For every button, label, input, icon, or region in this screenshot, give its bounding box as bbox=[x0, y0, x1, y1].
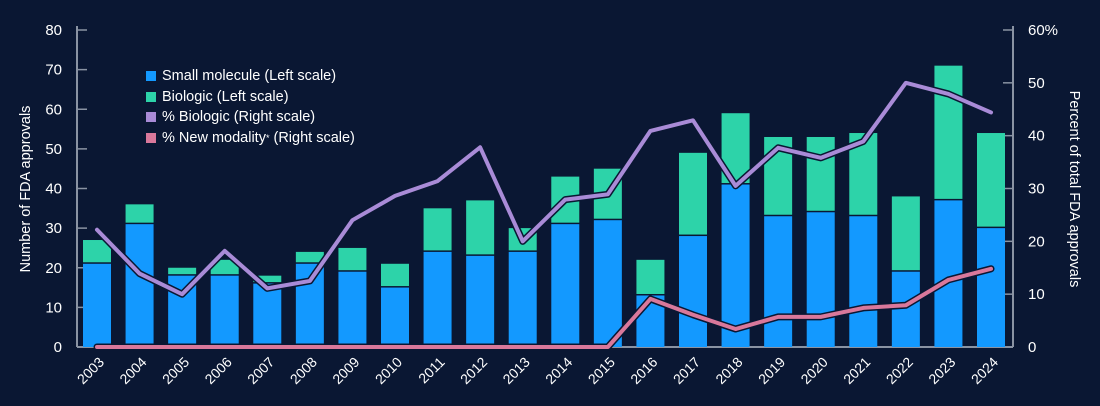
x-tick-label: 2018 bbox=[712, 354, 745, 387]
bar-small-molecule bbox=[210, 275, 239, 347]
bar-biologic bbox=[381, 263, 409, 287]
right-axis-title: Percent of total FDA approvals bbox=[1066, 91, 1082, 288]
x-tick-label: 2006 bbox=[201, 354, 234, 387]
bar-biologic bbox=[210, 259, 239, 275]
bar-small-molecule bbox=[423, 251, 452, 347]
bar-biologic bbox=[295, 251, 324, 263]
left-tick-label: 60 bbox=[45, 101, 62, 118]
right-tick-label: 60% bbox=[1028, 22, 1058, 39]
legend-label-sup: * bbox=[265, 132, 270, 143]
x-tick-label: 2017 bbox=[670, 354, 703, 387]
left-tick-label: 50 bbox=[45, 141, 62, 158]
left-tick-label: 30 bbox=[45, 220, 62, 237]
left-tick-label: 80 bbox=[45, 22, 62, 39]
legend-label: Biologic (Left scale) bbox=[162, 88, 289, 105]
bar-biologic bbox=[636, 259, 665, 294]
right-tick-label: 0 bbox=[1028, 339, 1036, 356]
legend-label: % Biologic (Right scale) bbox=[162, 109, 316, 125]
legend: Small molecule (Left scale) Biologic (Le… bbox=[146, 66, 355, 148]
legend-label: % New modality bbox=[162, 129, 266, 146]
bar-small-molecule bbox=[891, 271, 920, 347]
line-pct-new-modality bbox=[95, 266, 993, 349]
legend-item-pct-biologic: % Biologic (Right scale) bbox=[146, 107, 355, 128]
bar-small-molecule bbox=[253, 283, 282, 347]
x-tick-label: 2007 bbox=[244, 354, 277, 387]
left-axis-title: Number of FDA approvals bbox=[18, 106, 34, 273]
x-tick-label: 2019 bbox=[755, 354, 788, 387]
x-tick-label: 2015 bbox=[585, 354, 618, 387]
bar-biologic bbox=[253, 275, 282, 283]
bar-small-molecule bbox=[125, 224, 154, 347]
x-tick-label: 2023 bbox=[925, 354, 958, 387]
x-tick-label: 2021 bbox=[840, 354, 873, 387]
bar-biologic bbox=[679, 152, 707, 235]
bar-biologic bbox=[168, 267, 197, 275]
legend-item-small-molecule: Small molecule (Left scale) bbox=[146, 66, 355, 87]
legend-label-suffix: (Right scale) bbox=[269, 129, 355, 146]
left-tick-label: 40 bbox=[45, 181, 62, 198]
left-tick-label: 0 bbox=[54, 339, 62, 356]
x-tick-label: 2011 bbox=[415, 354, 448, 387]
bar-small-molecule bbox=[338, 271, 367, 347]
x-tick-label: 2005 bbox=[159, 354, 192, 387]
right-tick-label: 40 bbox=[1028, 128, 1045, 145]
bar-small-molecule bbox=[977, 228, 1005, 347]
bar-small-molecule bbox=[849, 216, 878, 347]
x-tick-label: 2010 bbox=[372, 354, 405, 387]
x-tick-label: 2012 bbox=[457, 354, 490, 387]
bar-small-molecule bbox=[83, 263, 111, 347]
bar-biologic bbox=[977, 133, 1005, 227]
right-tick-label: 50 bbox=[1028, 75, 1045, 92]
bar-biologic bbox=[934, 65, 963, 199]
left-tick-label: 20 bbox=[45, 260, 62, 277]
x-tick-label: 2013 bbox=[499, 354, 532, 387]
x-tick-label: 2003 bbox=[74, 354, 107, 387]
bar-small-molecule bbox=[934, 200, 963, 347]
legend-swatch bbox=[146, 112, 156, 123]
legend-swatch bbox=[146, 91, 156, 102]
bar-biologic bbox=[466, 200, 495, 255]
bar-small-molecule bbox=[551, 224, 580, 347]
x-tick-label: 2020 bbox=[797, 354, 830, 387]
bar-small-molecule bbox=[679, 236, 707, 347]
legend-item-pct-new-modality: % New modality * (Right scale) bbox=[146, 128, 355, 149]
x-tick-label: 2004 bbox=[116, 354, 149, 387]
left-tick-label: 10 bbox=[45, 299, 62, 316]
left-tick-label: 70 bbox=[45, 62, 62, 79]
bar-biologic bbox=[891, 196, 920, 271]
legend-swatch bbox=[146, 132, 156, 143]
right-tick-label: 30 bbox=[1028, 181, 1045, 198]
bar-biologic bbox=[125, 204, 154, 223]
x-tick-label: 2024 bbox=[968, 354, 1001, 387]
right-tick-label: 20 bbox=[1028, 233, 1045, 250]
bar-biologic bbox=[83, 240, 111, 263]
x-tick-label: 2016 bbox=[627, 354, 660, 387]
x-tick-label: 2014 bbox=[542, 354, 575, 387]
bar-biologic bbox=[338, 247, 367, 271]
bar-small-molecule bbox=[806, 212, 835, 347]
bar-small-molecule bbox=[593, 220, 622, 347]
bar-biologic bbox=[423, 208, 452, 251]
legend-item-biologic: Biologic (Left scale) bbox=[146, 87, 355, 108]
x-tick-label: 2008 bbox=[287, 354, 320, 387]
bar-small-molecule bbox=[721, 184, 750, 347]
x-tick-label: 2009 bbox=[329, 354, 362, 387]
bar-biologic bbox=[806, 136, 835, 211]
x-tick-label: 2022 bbox=[883, 354, 916, 387]
bar-small-molecule bbox=[764, 216, 793, 347]
legend-swatch bbox=[146, 71, 156, 82]
line-pct-biologic bbox=[95, 80, 993, 297]
bar-small-molecule bbox=[381, 287, 409, 347]
bar-small-molecule bbox=[508, 251, 537, 347]
legend-label: Small molecule (Left scale) bbox=[162, 68, 337, 84]
right-tick-label: 10 bbox=[1028, 286, 1045, 303]
bar-small-molecule bbox=[466, 255, 495, 347]
